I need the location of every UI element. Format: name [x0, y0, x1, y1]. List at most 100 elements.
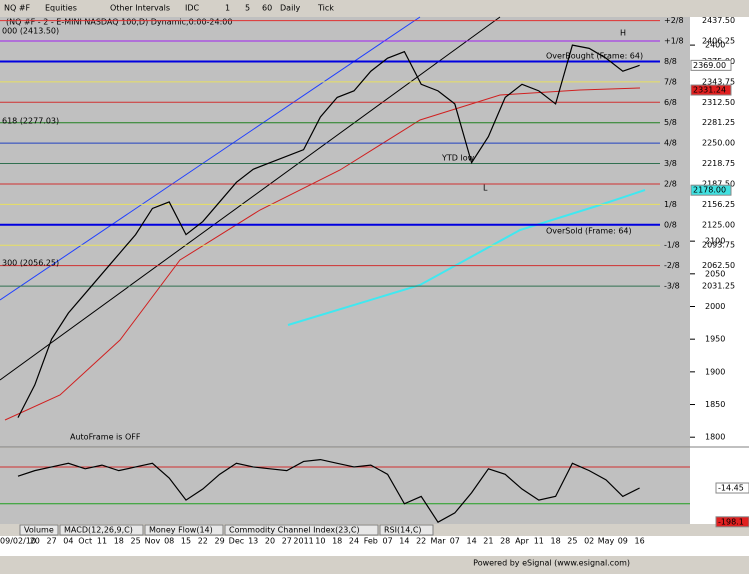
tab[interactable] [59, 524, 144, 536]
price-axis [690, 17, 749, 527]
annotation: L [483, 184, 488, 193]
murrey-value: 2187.50 [702, 179, 735, 188]
price-line [17, 44, 640, 418]
x-tick-label: 27 [282, 537, 292, 546]
x-tick-label: 09 [618, 537, 628, 546]
murrey-value: 2093.75 [702, 241, 735, 250]
tab-label: RSI(14,C) [384, 526, 422, 535]
toolbar-button[interactable]: IDC [185, 4, 200, 13]
cci-panel [0, 448, 690, 524]
price-panel [0, 17, 690, 447]
murrey-value: 2250.00 [702, 139, 735, 148]
murrey-name: 7/8 [664, 77, 677, 86]
murrey-value: 2125.00 [702, 220, 735, 229]
channel-line [0, 16, 501, 381]
y-tick-label: 2400 [705, 41, 725, 50]
symbol[interactable]: NQ #F [4, 4, 31, 13]
toolbar-button[interactable]: 5 [245, 4, 250, 13]
annotation: OverBought (Frame: 64) [546, 52, 643, 61]
murrey-name: -3/8 [664, 282, 680, 291]
murrey-value: 2062.50 [702, 261, 735, 270]
murrey-value: 2312.50 [702, 98, 735, 107]
annotation: YTD low [441, 154, 475, 163]
x-tick-label: 09/02/10 [0, 537, 36, 546]
x-tick-label: 15 [181, 537, 191, 546]
cci-marker [715, 516, 749, 528]
x-tick-label: 28 [500, 537, 510, 546]
x-tick-label: 11 [534, 537, 544, 546]
murrey-name: -2/8 [664, 261, 680, 270]
murrey-name: 6/8 [664, 98, 677, 107]
tab[interactable] [224, 524, 379, 536]
x-tick-label: 22 [416, 537, 426, 546]
tab-label: Commodity Channel Index(23,C) [229, 526, 360, 535]
annotation: 618 (2277.03) [2, 117, 59, 126]
murrey-name: 4/8 [664, 139, 677, 148]
toolbar-button[interactable]: 1 [225, 4, 230, 13]
murrey-name: 2/8 [664, 179, 677, 188]
murrey-name: -1/8 [664, 241, 680, 250]
x-tick-label: 07 [450, 537, 460, 546]
price-marker [690, 84, 732, 96]
x-tick-label: 10 [315, 537, 325, 546]
cci-marker [715, 482, 749, 494]
toolbar-button[interactable]: Tick [317, 4, 334, 13]
murrey-name: 0/8 [664, 220, 677, 229]
murrey-value: 2343.75 [702, 77, 735, 86]
x-tick-label: 25 [567, 537, 577, 546]
x-tick-label: 14 [399, 537, 409, 546]
x-axis [0, 536, 749, 556]
x-tick-label: 21 [483, 537, 493, 546]
tab-label: Money Flow(14) [149, 526, 213, 535]
murrey-name: +1/8 [664, 37, 684, 46]
tab-label: Volume [24, 526, 54, 535]
x-tick-label: 22 [198, 537, 208, 546]
x-tick-label: 14 [467, 537, 477, 546]
tab[interactable] [144, 524, 224, 536]
x-tick-label: 24 [349, 537, 359, 546]
cci-marker-label: -198.1 [718, 517, 744, 526]
toolbar [0, 0, 749, 17]
y-tick-label: 1950 [705, 335, 725, 344]
x-tick-label: 25 [131, 537, 141, 546]
price-line [17, 458, 640, 523]
toolbar-button[interactable]: Equities [45, 4, 77, 13]
tab[interactable] [379, 524, 434, 536]
channel-line [0, 16, 421, 301]
toolbar-button[interactable]: 60 [262, 4, 272, 13]
murrey-value: 2281.25 [702, 118, 735, 127]
y-tick-label: 1800 [705, 433, 725, 442]
x-tick-label: 18 [551, 537, 561, 546]
murrey-value: 2156.25 [702, 200, 735, 209]
cci-marker-label: -14.45 [718, 484, 744, 493]
x-tick-label: 2011 [293, 537, 313, 546]
y-tick-label: 2050 [705, 269, 725, 278]
tab-label: MACD(12,26,9,C) [64, 526, 133, 535]
murrey-name: 8/8 [664, 57, 677, 66]
chart-title: (NQ #F - 2 - E-MINI NASDAQ 100,D) Dynami… [6, 18, 232, 27]
y-tick-label: 1900 [705, 367, 725, 376]
murrey-name: +2/8 [664, 16, 684, 25]
toolbar-button[interactable]: Daily [280, 4, 301, 13]
price-marker-label: 2369.00 [693, 61, 726, 70]
footer: Powered by eSignal (www.esignal.com) [473, 559, 630, 568]
x-tick-label: Feb [364, 537, 378, 546]
moving-average [287, 189, 646, 326]
x-tick-label: 11 [97, 537, 107, 546]
y-tick-label: 1850 [705, 400, 725, 409]
price-marker-label: 2178.00 [693, 186, 726, 195]
annotation: 300 (2056.25) [2, 259, 59, 268]
annotation: OverSold (Frame: 64) [546, 227, 632, 236]
x-tick-label: 27 [47, 537, 57, 546]
x-tick-label: Oct [78, 537, 92, 546]
tab[interactable] [19, 524, 59, 536]
x-tick-label: Nov [145, 537, 161, 546]
x-tick-label: 16 [635, 537, 645, 546]
annotation: H [620, 29, 626, 38]
y-tick-label: 2100 [705, 237, 725, 246]
annotation: 000 (2413.50) [2, 27, 59, 36]
x-tick-label: May [598, 537, 615, 546]
x-tick-label: 07 [383, 537, 393, 546]
toolbar-button[interactable]: Other Intervals [110, 4, 170, 13]
murrey-value: 2406.25 [702, 37, 735, 46]
